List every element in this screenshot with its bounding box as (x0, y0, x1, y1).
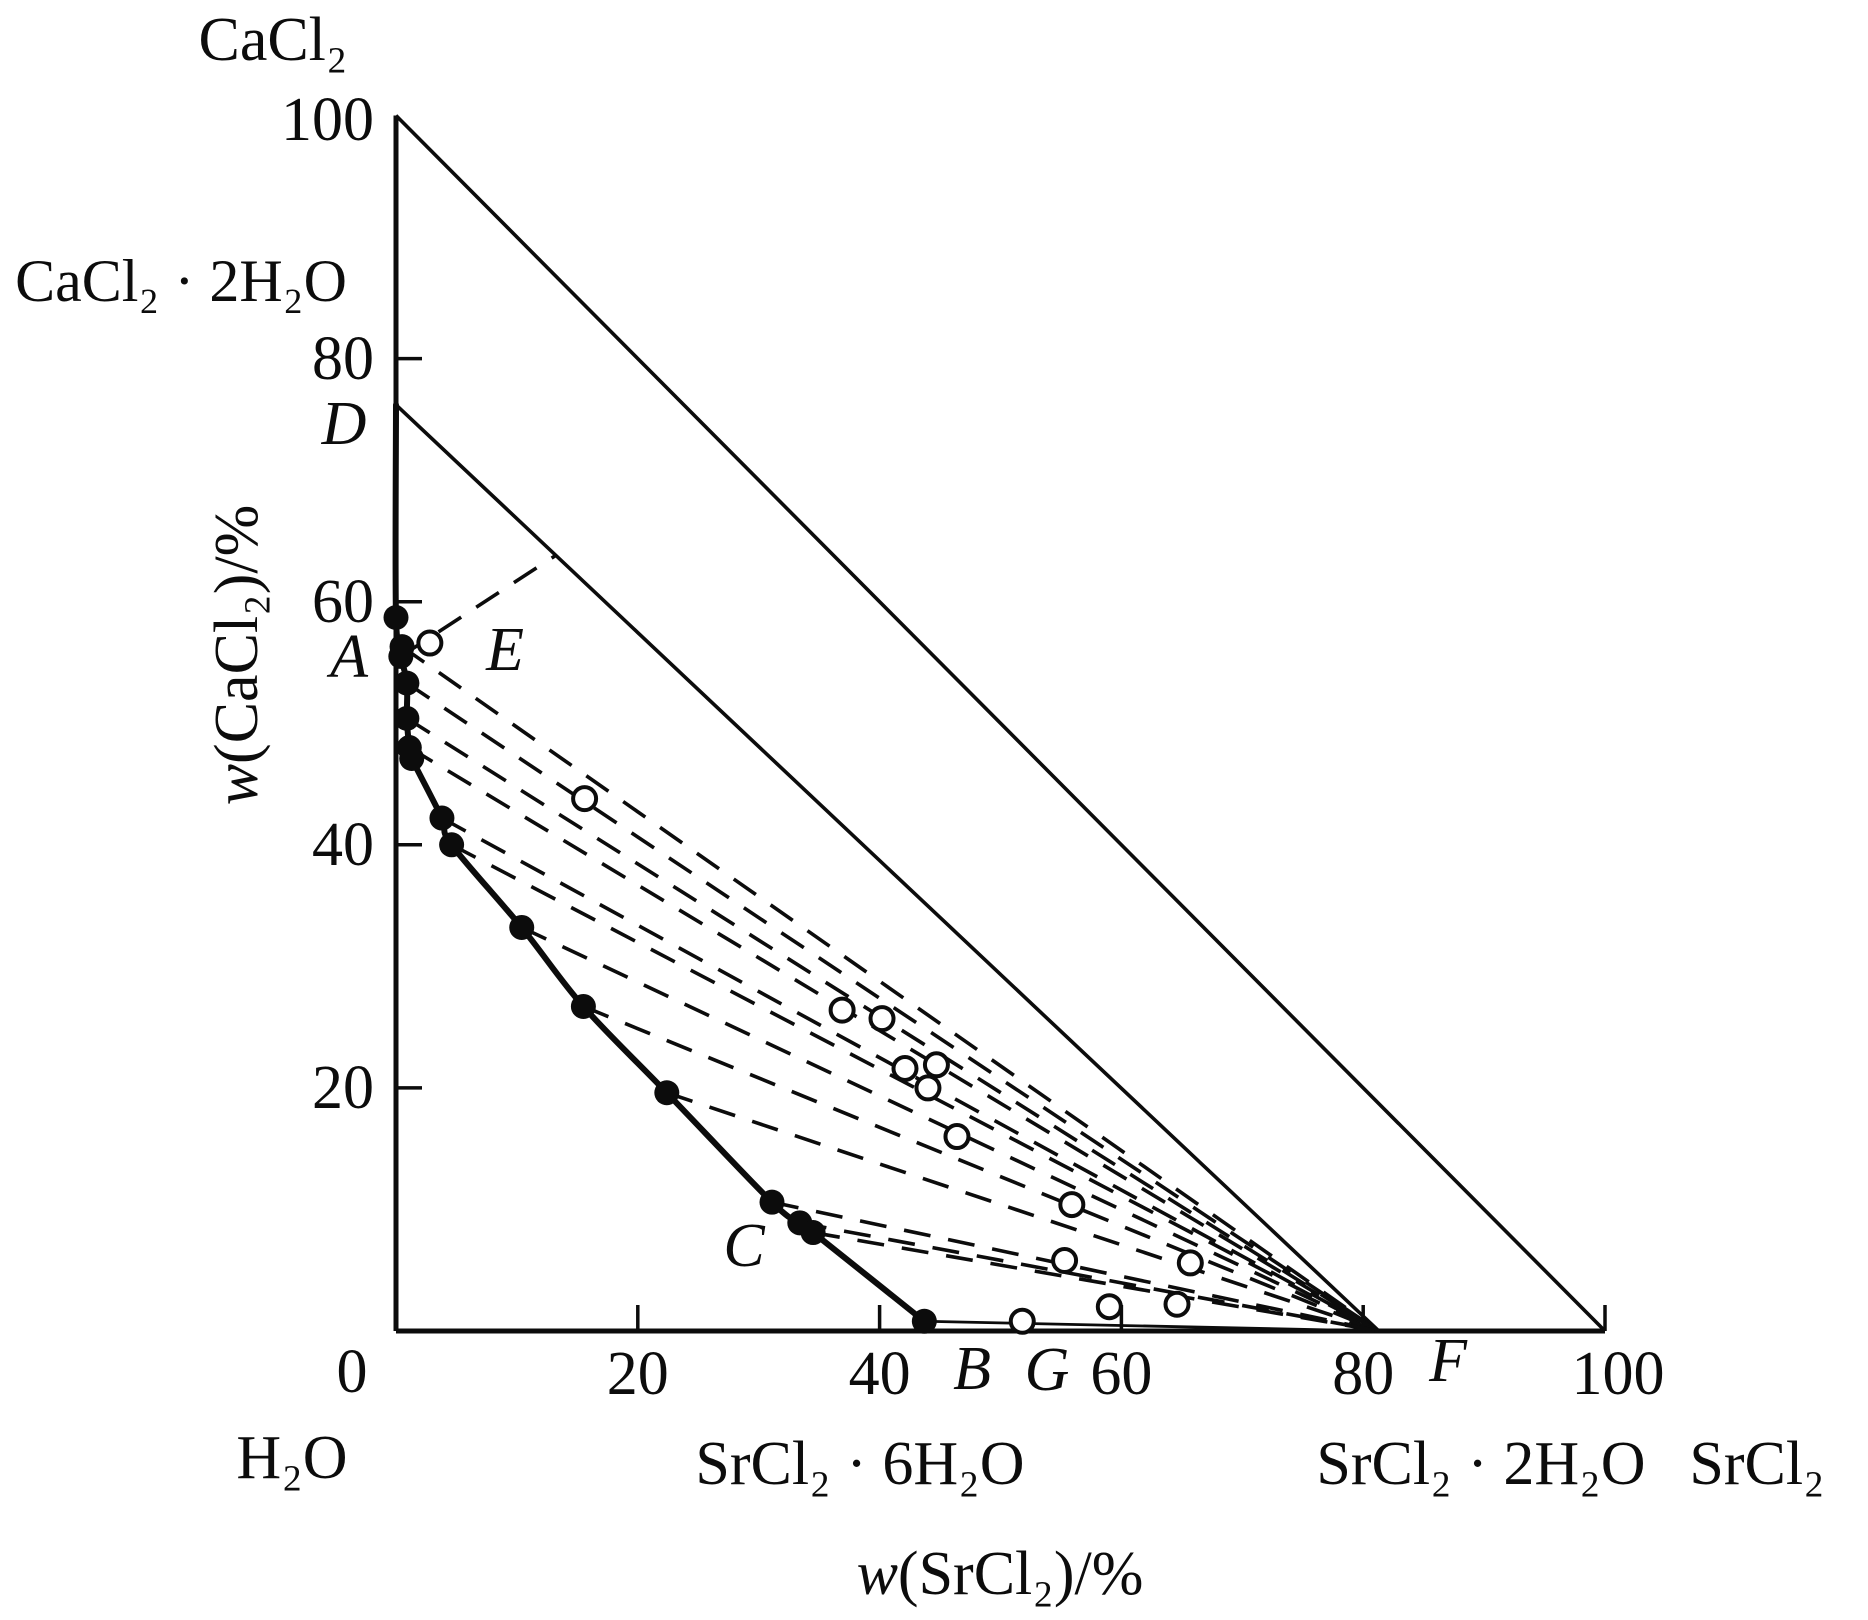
y-tick-label-80: 80 (312, 324, 374, 393)
tie-line-5 (408, 746, 1380, 1333)
x-axis-title-w: w (856, 1540, 898, 1608)
point-label-A: A (330, 623, 368, 691)
y-tick-label-20: 20 (312, 1053, 374, 1122)
wet-residue-point-0 (416, 629, 444, 657)
tie-line-13 (799, 1221, 1380, 1333)
wet-residue-point-11 (1095, 1293, 1123, 1321)
tie-line-8 (450, 843, 1380, 1333)
x-tick-label-60: 60 (1090, 1340, 1153, 1408)
saturated-solution-point-3 (394, 670, 420, 696)
species-label-srcl2-6h2o: SrCl₂ · 6H₂O (695, 1430, 1025, 1498)
saturated-solution-point-14 (800, 1220, 826, 1246)
saturated-solution-point-12 (759, 1189, 785, 1215)
saturated-solution-point-6 (399, 745, 425, 771)
x-axis-title: w(SrCl₂)/% (857, 1543, 1144, 1605)
wet-residue-point-8 (1058, 1191, 1086, 1219)
species-label-srcl2-2h2o: SrCl₂ · 2H₂O (1316, 1430, 1646, 1498)
solubility-curve (392, 401, 928, 1325)
species-label-srcl2: SrCl₂ (1689, 1430, 1825, 1498)
wet-residue-point-4 (891, 1054, 919, 1082)
point-label-F: F (1429, 1327, 1467, 1395)
tie-line-11 (666, 1091, 1380, 1333)
point-label-G: G (1024, 1336, 1070, 1404)
saturated-solution-point-2 (388, 643, 414, 669)
y-tick-label-60: 60 (312, 567, 374, 636)
wet-residue-point-1 (571, 785, 599, 813)
wet-residue-point-6 (914, 1074, 942, 1102)
x-tick-label-20: 20 (606, 1340, 669, 1408)
saturated-solution-point-4 (394, 705, 420, 731)
apex-species-label: CaCl₂ (198, 6, 348, 74)
y-axis-title-rest: (CaCl₂)/% (203, 504, 271, 764)
y-tick-label-40: 40 (312, 810, 374, 879)
wet-residue-point-9 (1051, 1247, 1079, 1275)
saturated-solution-point-7 (429, 805, 455, 831)
x-tick-label-40: 40 (848, 1340, 911, 1408)
line-D-F (394, 403, 1381, 1333)
saturated-solution-point-9 (509, 914, 535, 940)
point-label-C: C (723, 1212, 765, 1280)
wet-residue-point-3 (868, 1005, 896, 1033)
x-axis-title-rest: (SrCl₂)/% (897, 1540, 1144, 1608)
y-tick-label-100: 100 (281, 85, 374, 154)
saturated-solution-point-15 (911, 1308, 937, 1334)
saturated-solution-point-11 (654, 1080, 680, 1106)
saturated-solution-point-0 (383, 605, 409, 631)
wet-residue-point-13 (1008, 1307, 1036, 1335)
tie-line-E (399, 554, 557, 658)
saturated-solution-point-10 (570, 993, 596, 1019)
species-label-h2o: H₂O (236, 1424, 348, 1492)
wet-residue-point-10 (1176, 1249, 1204, 1277)
tie-line-10 (582, 1004, 1380, 1333)
x-tick-label-80: 80 (1332, 1340, 1395, 1408)
species-label-cacl2-2h2o: CaCl₂ · 2H₂O (15, 248, 347, 314)
wet-residue-point-7 (943, 1123, 971, 1151)
wet-residue-point-5 (922, 1051, 950, 1079)
wet-residue-point-2 (828, 996, 856, 1024)
point-label-E: E (486, 616, 524, 684)
saturated-solution-point-8 (439, 832, 465, 858)
wet-residue-point-12 (1163, 1290, 1191, 1318)
y-axis-title: w(CaCl₂)/% (203, 504, 271, 806)
tie-line-14 (812, 1230, 1380, 1333)
tie-line-12 (771, 1200, 1380, 1333)
tie-line-1 (401, 645, 1380, 1333)
point-label-B: B (953, 1335, 991, 1403)
tie-line-3 (405, 681, 1380, 1333)
tie-line-4 (405, 716, 1380, 1333)
line-B-F (924, 1319, 1379, 1333)
x-tick-label-100: 100 (1571, 1340, 1665, 1408)
point-label-D: D (321, 390, 367, 458)
origin-tick-label: 0 (336, 1338, 368, 1406)
y-axis-title-w: w (203, 763, 271, 806)
triangle-hypotenuse (394, 114, 1607, 1333)
